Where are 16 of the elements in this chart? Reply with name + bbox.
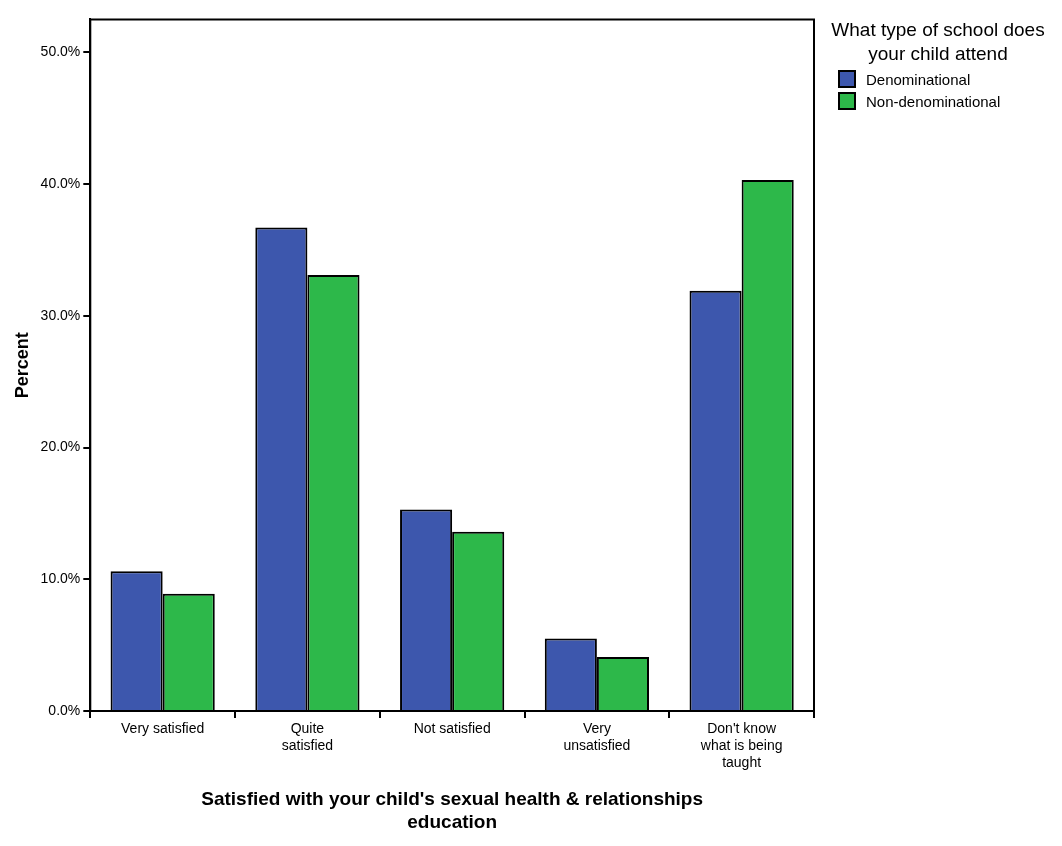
- legend-label: Non-denominational: [866, 92, 1001, 110]
- y-tick-label: 10.0%: [40, 570, 81, 587]
- x-tick-label: Don't know what is being taught: [699, 720, 783, 770]
- y-tick-label: 50.0%: [40, 43, 81, 60]
- x-tick-label: Very satisfied: [121, 720, 205, 737]
- y-tick-label: 20.0%: [40, 438, 81, 455]
- legend-label: Denominational: [866, 70, 971, 88]
- y-tick-label: 30.0%: [40, 306, 81, 323]
- legend-title: What type of school does your child attend: [830, 18, 1046, 66]
- x-axis-title: Satisfied with your child's sexual health & relationships education: [201, 788, 704, 832]
- y-tick-label: 0.0%: [48, 701, 81, 718]
- x-tick-label: Quite satisfied: [281, 720, 334, 754]
- x-tick-label: Not satisfied: [413, 720, 491, 737]
- x-tick-label: Very unsatisfied: [563, 720, 631, 754]
- y-axis-title: Percent: [11, 332, 32, 399]
- y-tick-label: 40.0%: [40, 174, 81, 191]
